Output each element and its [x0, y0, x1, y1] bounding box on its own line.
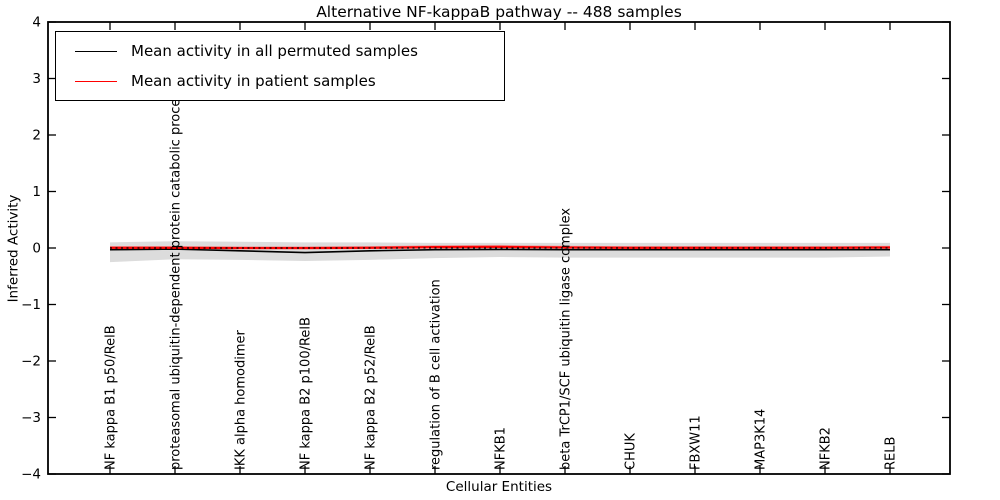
legend: Mean activity in all permuted samples Me…	[55, 31, 505, 101]
y-tick-label: 0	[32, 241, 41, 257]
chart-title: Alternative NF-kappaB pathway -- 488 sam…	[316, 3, 682, 21]
y-tick-label: 3	[32, 71, 41, 87]
axes-spines	[47, 21, 951, 475]
legend-entry-patient: Mean activity in patient samples	[56, 69, 504, 93]
permuted-samples-spread-band	[110, 241, 890, 263]
y-tick-label: 1	[32, 184, 41, 200]
category-label: RELB	[884, 437, 899, 470]
x-axis-label: Cellular Entities	[445, 479, 553, 495]
y-tick-label: −3	[21, 410, 41, 426]
y-tick-label: 4	[32, 15, 41, 31]
y-tick-label: −4	[21, 467, 41, 483]
series-line-0	[109, 248, 890, 254]
category-label: NF kappa B1 p50/RelB	[104, 325, 119, 470]
patient-line-sample	[75, 80, 117, 82]
legend-entry-permuted: Mean activity in all permuted samples	[56, 39, 504, 63]
y-tick-label: −2	[21, 354, 41, 370]
legend-label-patient: Mean activity in patient samples	[131, 72, 376, 90]
category-label: proteasomal ubiquitin-dependent protein …	[169, 85, 184, 470]
category-label: FBXW11	[689, 415, 704, 470]
category-label: NF kappa B2 p100/RelB	[299, 317, 314, 470]
category-label: NF kappa B2 p52/RelB	[364, 325, 379, 470]
y-axis-label: Inferred Activity	[5, 194, 22, 303]
category-label: IKK alpha homodimer	[234, 329, 249, 470]
category-label: beta TrCP1/SCF ubiquitin ligase complex	[559, 208, 574, 470]
category-label: MAP3K14	[754, 409, 769, 470]
category-label: CHUK	[624, 433, 639, 470]
permuted-line-sample	[75, 50, 117, 52]
y-tick-label: −1	[21, 297, 41, 313]
category-label: NFKB2	[819, 427, 834, 470]
legend-label-permuted: Mean activity in all permuted samples	[131, 42, 418, 60]
category-label: NFKB1	[494, 427, 509, 470]
y-tick-label: 2	[32, 128, 41, 144]
category-label: regulation of B cell activation	[429, 279, 444, 470]
